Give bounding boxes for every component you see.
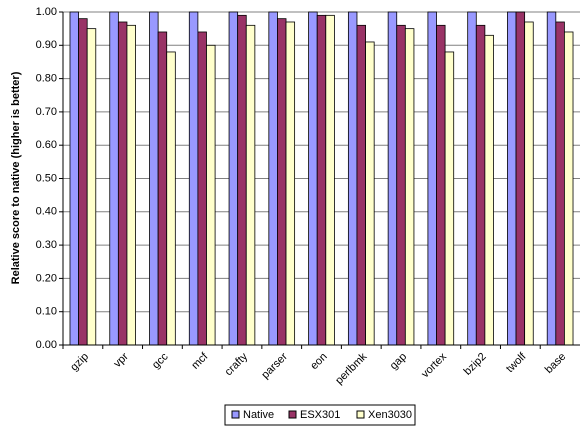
bar — [157, 31, 168, 346]
legend-box — [224, 404, 416, 426]
y-tick-label: 0.80 — [36, 73, 57, 85]
bar — [206, 44, 216, 346]
bar — [86, 28, 97, 346]
bar — [316, 14, 327, 346]
bar — [109, 11, 119, 346]
y-tick-label: 0.40 — [36, 206, 57, 218]
bar — [515, 11, 526, 346]
bar — [564, 31, 574, 346]
bar — [277, 18, 287, 346]
legend-label: ESX301 — [300, 409, 340, 421]
x-tick-label: vortex — [419, 350, 449, 380]
y-tick-label: 0.20 — [36, 272, 57, 284]
bar — [325, 14, 335, 346]
bar — [436, 24, 446, 346]
x-tick-label: base — [543, 351, 568, 376]
bar — [126, 24, 136, 346]
bar — [78, 18, 88, 346]
bar — [507, 11, 517, 346]
bar — [197, 31, 207, 346]
bar — [427, 11, 437, 346]
x-tick-label: eon — [308, 351, 329, 372]
legend: Native ESX301 Xen3030 — [224, 404, 416, 426]
y-tick-label: 0.30 — [36, 239, 57, 251]
x-tick-label: gcc — [150, 350, 171, 371]
bar — [404, 28, 415, 346]
x-tick-label: crafty — [223, 350, 251, 378]
bar — [356, 24, 366, 346]
y-tick-label: 0.00 — [36, 339, 57, 351]
bar — [188, 11, 199, 346]
bar — [546, 11, 557, 346]
x-tick-label: gzip — [68, 351, 91, 374]
x-tick-label: perlbmk — [333, 350, 370, 387]
bar — [308, 11, 318, 346]
bar — [467, 11, 477, 346]
bar — [117, 21, 128, 346]
bar — [285, 21, 296, 346]
bar — [555, 21, 565, 346]
x-tick-label: twolf — [504, 350, 529, 375]
x-tick-label: parser — [259, 350, 290, 381]
x-tick-label: mcf — [189, 350, 211, 372]
y-tick-label: 0.10 — [36, 306, 57, 318]
y-tick-label: 0.50 — [36, 172, 57, 184]
bar — [396, 24, 406, 346]
bar — [484, 34, 494, 346]
legend-swatch — [356, 410, 365, 419]
legend-label: Xen3030 — [368, 409, 412, 421]
bar — [228, 11, 239, 346]
bar — [245, 24, 256, 346]
bar — [268, 11, 278, 346]
y-tick-label: 0.90 — [36, 39, 57, 51]
x-tick-label: bzip2 — [462, 351, 489, 378]
legend-label: Native — [243, 409, 274, 421]
x-tick-label: vpr — [112, 350, 132, 370]
y-axis-label: Relative score to native (higher is bett… — [10, 71, 22, 284]
bar — [365, 41, 375, 346]
bar — [149, 11, 159, 346]
bar — [237, 14, 247, 346]
bar — [347, 11, 358, 346]
y-tick-label: 1.00 — [36, 6, 57, 18]
bar — [387, 11, 398, 346]
legend-swatch — [288, 410, 297, 419]
bar — [444, 51, 455, 346]
bar — [69, 11, 79, 346]
bar — [524, 21, 534, 346]
legend-swatch — [231, 410, 240, 419]
y-tick-label: 0.60 — [36, 139, 57, 151]
bar — [166, 51, 176, 346]
bar — [475, 24, 486, 346]
y-tick-label: 0.70 — [36, 106, 57, 118]
x-tick-label: gap — [388, 351, 409, 372]
